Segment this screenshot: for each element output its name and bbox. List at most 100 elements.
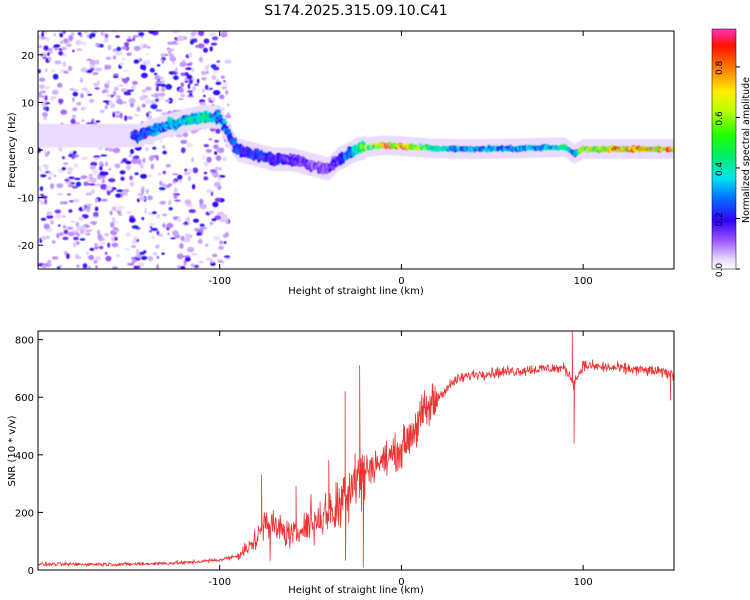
noise-speck (162, 223, 166, 228)
noise-speck (41, 195, 48, 199)
noise-speck (192, 31, 198, 35)
noise-speck (177, 35, 185, 42)
noise-speck (223, 241, 227, 244)
noise-speck (121, 46, 129, 50)
noise-speck (128, 153, 132, 158)
noise-speck (201, 70, 207, 76)
noise-speck (218, 175, 226, 178)
noise-speck (100, 163, 105, 167)
noise-speck (205, 243, 209, 247)
noise-speck (81, 119, 85, 123)
noise-speck (135, 249, 140, 255)
noise-speck (68, 176, 75, 180)
noise-speck (199, 198, 204, 205)
noise-speck (127, 89, 134, 92)
noise-speck (162, 213, 168, 217)
x-tick-label: 100 (574, 577, 593, 588)
noise-speck (186, 74, 193, 80)
noise-speck (93, 211, 99, 217)
noise-speck (68, 209, 73, 213)
noise-speck (76, 264, 80, 268)
noise-speck (199, 101, 206, 106)
noise-speck (150, 163, 154, 170)
noise-speck (128, 97, 136, 104)
noise-speck (72, 241, 77, 248)
noise-speck (179, 243, 184, 249)
noise-speck (40, 235, 48, 240)
noise-speck (41, 202, 45, 205)
noise-speck (124, 247, 130, 251)
spectrogram-heatmap (38, 31, 674, 269)
noise-speck (52, 73, 59, 80)
noise-speck (72, 97, 75, 102)
ridge-cell (178, 123, 182, 127)
noise-speck (67, 184, 74, 188)
noise-speck (122, 190, 128, 196)
noise-speck (145, 59, 151, 65)
noise-speck (132, 35, 140, 38)
noise-speck (129, 175, 134, 181)
noise-speck (217, 167, 223, 170)
noise-speck (117, 213, 123, 216)
noise-speck (126, 38, 133, 42)
noise-speck (51, 240, 56, 244)
noise-speck (121, 88, 129, 91)
noise-speck (122, 69, 130, 72)
noise-speck (89, 59, 97, 65)
noise-speck (118, 84, 124, 87)
snr-panel: -100 0 100 0 200 400 600 800 Height of straigh… (7, 330, 675, 596)
noise-speck (192, 167, 199, 174)
noise-speck (187, 90, 194, 93)
noise-speck (100, 154, 108, 157)
noise-speck (82, 263, 88, 269)
y-tick-label: 0 (28, 566, 34, 577)
noise-speck (180, 235, 185, 242)
noise-speck (106, 148, 111, 151)
noise-speck (162, 150, 167, 155)
noise-speck (197, 229, 204, 233)
noise-speck (44, 95, 48, 101)
y-tick-label: 800 (15, 336, 34, 347)
noise-speck (213, 71, 218, 74)
noise-speck (209, 32, 215, 37)
noise-speck (193, 264, 200, 269)
noise-speck (172, 173, 179, 176)
noise-speck (86, 90, 90, 94)
noise-speck (137, 262, 145, 268)
noise-speck (109, 210, 113, 216)
noise-speck (147, 195, 153, 201)
noise-speck (50, 95, 54, 101)
noise-speck (197, 43, 205, 49)
noise-speck (141, 256, 148, 260)
noise-speck (162, 170, 167, 175)
noise-speck (69, 200, 74, 203)
noise-speck (131, 158, 139, 164)
noise-speck (67, 171, 73, 174)
noise-speck (210, 191, 214, 197)
noise-speck (139, 251, 145, 255)
noise-speck (215, 166, 218, 171)
noise-speck (48, 171, 54, 176)
noise-speck (106, 79, 111, 85)
noise-speck (119, 170, 126, 175)
noise-speck (110, 94, 114, 98)
noise-speck (119, 112, 123, 119)
noise-speck (145, 86, 152, 91)
colorbar-tick-label: 0.2 (715, 212, 725, 226)
noise-speck (45, 36, 50, 42)
noise-speck (202, 88, 205, 93)
noise-speck (71, 89, 78, 92)
noise-speck (186, 63, 193, 66)
noise-speck (141, 217, 145, 221)
noise-speck (210, 100, 214, 103)
noise-speck (53, 174, 57, 178)
snr-series-line (38, 331, 674, 568)
noise-speck (47, 259, 52, 266)
noise-speck (70, 220, 76, 223)
y-tick-label: -10 (18, 194, 34, 205)
noise-speck (165, 184, 170, 189)
noise-speck (180, 93, 186, 98)
noise-speck (210, 169, 218, 173)
noise-speck (95, 59, 100, 65)
noise-speck (201, 155, 207, 160)
